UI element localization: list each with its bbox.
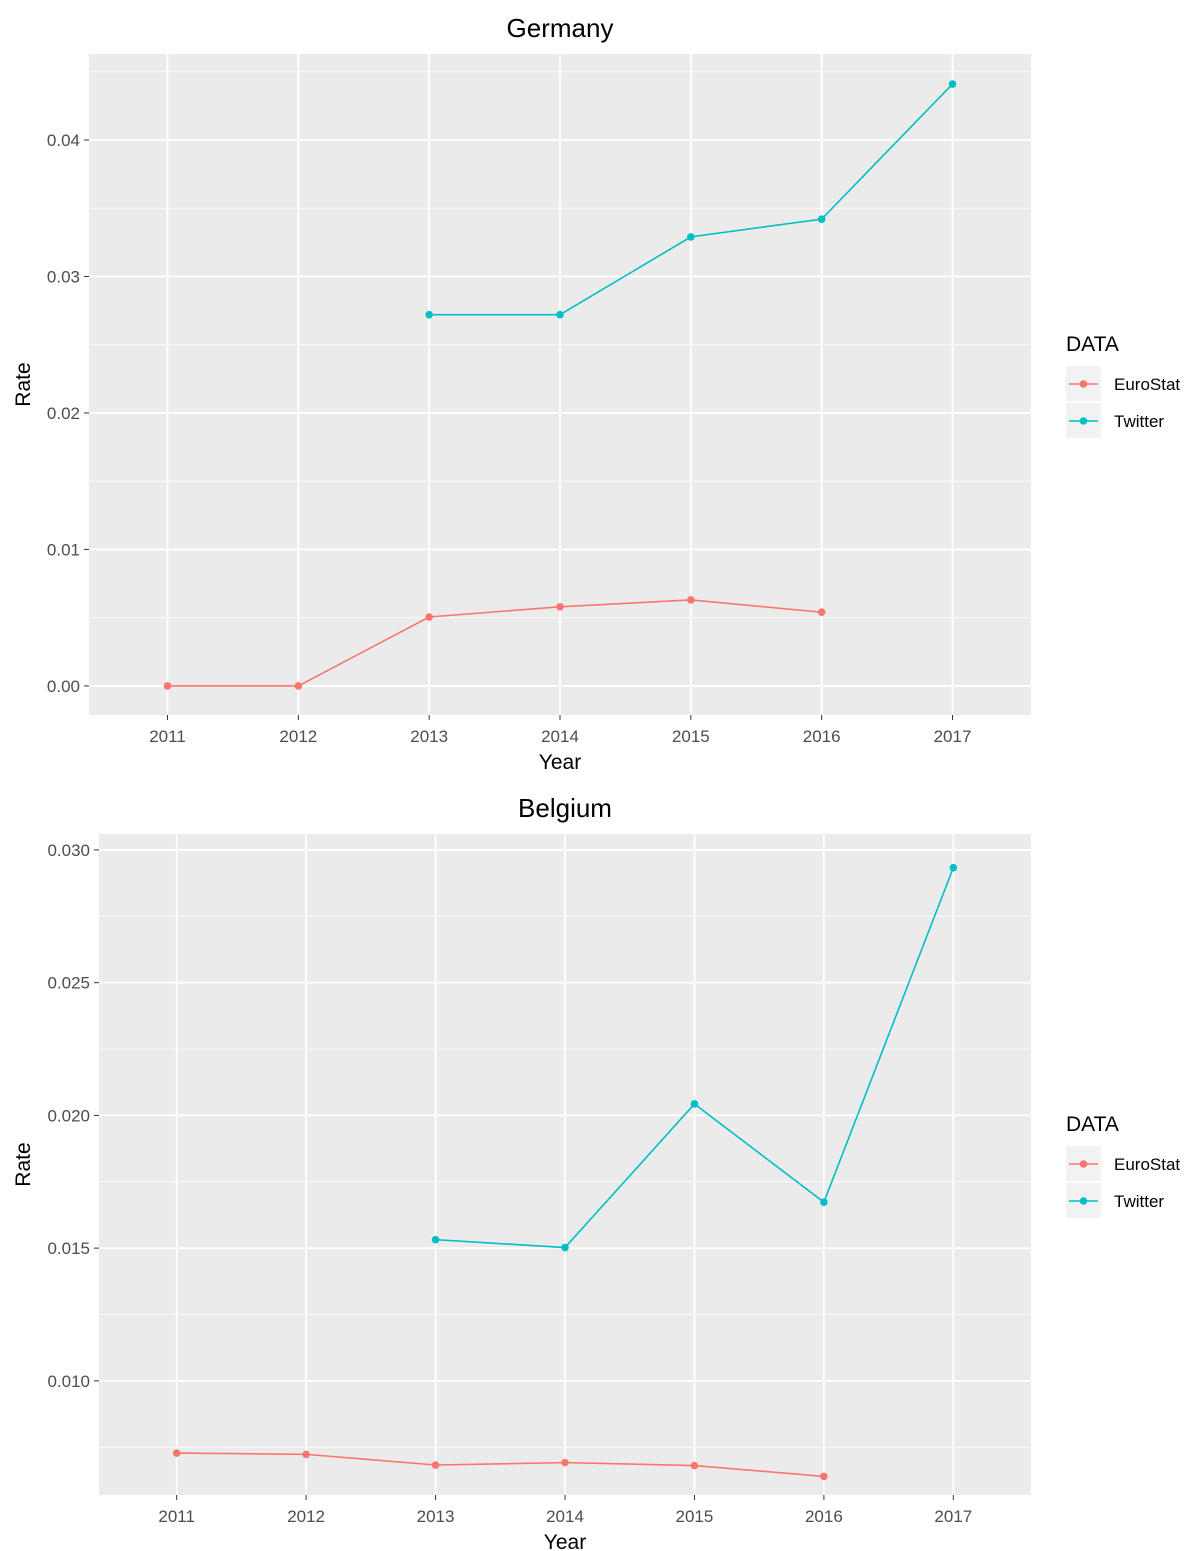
- data-point-eurostat: [820, 1472, 828, 1481]
- x-tick-label: 2012: [279, 727, 317, 746]
- chart-title: Belgium: [518, 793, 612, 823]
- x-tick-label: 2013: [410, 727, 448, 746]
- data-point-eurostat: [294, 682, 303, 690]
- legend-label: Twitter: [1114, 1192, 1164, 1211]
- legend: DATA EuroStat Twitter: [1066, 333, 1180, 438]
- data-point-twitter: [425, 310, 433, 319]
- data-point-twitter: [561, 1243, 569, 1252]
- x-tick-label: 2013: [417, 1507, 455, 1526]
- series-line-eurostat: [167, 599, 822, 687]
- legend-title: DATA: [1066, 333, 1119, 356]
- x-tick-label: 2014: [546, 1507, 584, 1526]
- x-tick-label: 2016: [805, 1507, 843, 1526]
- data-point-twitter: [817, 215, 826, 223]
- y-axis-title: Rate: [12, 1142, 35, 1186]
- x-tick-label: 2014: [541, 727, 579, 746]
- legend-key-point: [1079, 1197, 1088, 1205]
- data-point-twitter: [556, 310, 564, 319]
- chart-title: Germany: [507, 13, 614, 43]
- data-point-twitter: [690, 1100, 699, 1108]
- x-tick-label: 2017: [934, 727, 972, 746]
- x-tick-label: 2015: [676, 1507, 714, 1526]
- data-point-eurostat: [556, 602, 564, 611]
- data-point-twitter: [431, 1235, 440, 1244]
- data-point-eurostat: [561, 1458, 569, 1467]
- x-tick-label: 2011: [149, 727, 186, 746]
- data-point-eurostat: [687, 596, 695, 604]
- x-tick-label: 2011: [158, 1507, 195, 1526]
- y-tick-label: 0.025: [47, 974, 90, 993]
- y-tick-label: 0.01: [47, 540, 80, 559]
- data-point-twitter: [820, 1198, 828, 1206]
- y-axis-title: Rate: [12, 362, 35, 406]
- legend-label: EuroStat: [1114, 375, 1180, 394]
- x-axis-title: Year: [539, 751, 581, 774]
- chart-panel-0: 0.00 0.01 0.02 0.03 0.04 2011 2012 2013 2014 2015…: [12, 13, 1180, 774]
- x-axis-title: Year: [544, 1531, 586, 1551]
- legend-key-point: [1079, 1160, 1088, 1168]
- legend-label: EuroStat: [1114, 1155, 1180, 1174]
- data-point-eurostat: [163, 682, 172, 690]
- y-tick-label: 0.015: [47, 1239, 90, 1258]
- data-point-eurostat: [690, 1461, 699, 1470]
- data-point-eurostat: [172, 1449, 181, 1457]
- y-tick-label: 0.020: [47, 1106, 90, 1125]
- y-tick-label: 0.03: [47, 267, 80, 286]
- series-line-eurostat: [176, 1452, 824, 1478]
- legend-label: Twitter: [1114, 412, 1164, 431]
- legend: DATA EuroStat Twitter: [1066, 1113, 1180, 1218]
- x-tick-label: 2016: [803, 727, 841, 746]
- data-point-eurostat: [431, 1461, 440, 1469]
- legend-key-point: [1079, 380, 1088, 388]
- data-point-eurostat: [425, 613, 433, 621]
- legend-title: DATA: [1066, 1113, 1119, 1136]
- data-point-eurostat: [302, 1450, 310, 1459]
- data-point-twitter: [687, 233, 695, 241]
- y-tick-label: 0.00: [47, 677, 80, 696]
- data-point-eurostat: [817, 608, 826, 617]
- y-tick-label: 0.030: [47, 841, 90, 860]
- data-point-twitter: [948, 80, 957, 88]
- legend-key-point: [1079, 417, 1088, 425]
- x-tick-label: 2012: [287, 1507, 325, 1526]
- y-tick-label: 0.04: [47, 131, 80, 150]
- x-tick-label: 2017: [934, 1507, 972, 1526]
- y-tick-label: 0.010: [47, 1372, 90, 1391]
- chart-panel-1: 0.010 0.015 0.020 0.025 0.030 2011 2012 2013 201…: [12, 793, 1180, 1551]
- y-tick-label: 0.02: [47, 404, 80, 423]
- x-tick-label: 2015: [672, 727, 710, 746]
- data-point-twitter: [949, 863, 958, 872]
